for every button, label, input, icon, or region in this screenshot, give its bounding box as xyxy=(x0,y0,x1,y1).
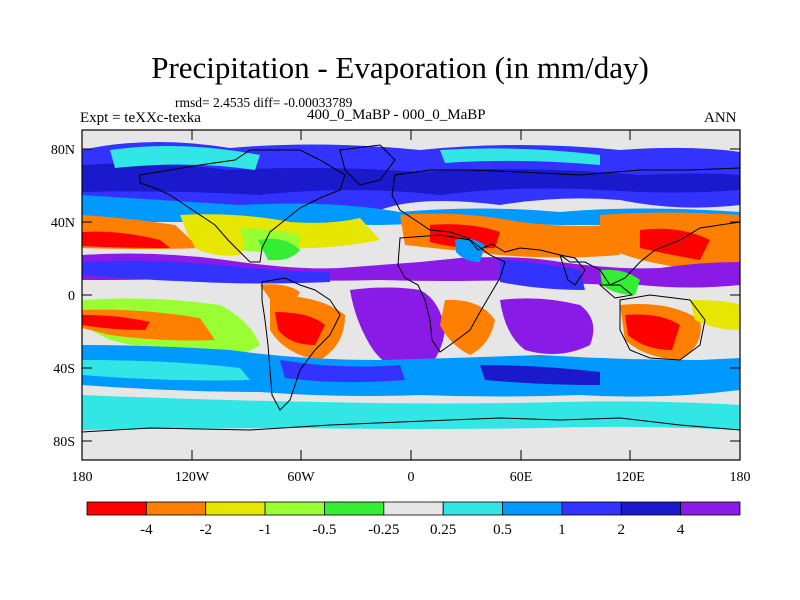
coastlines xyxy=(82,144,740,433)
colorbar-swatch xyxy=(324,501,385,516)
colorbar-label: 0.25 xyxy=(430,522,456,538)
x-ticks xyxy=(81,130,741,460)
x-label-180w: 180 xyxy=(72,470,93,485)
colorbar-swatch xyxy=(264,501,325,516)
colorbar-swatch xyxy=(561,501,622,516)
colorbar-label: -4 xyxy=(140,522,153,538)
y-label-80s: 80S xyxy=(53,435,75,450)
y-label-40n: 40N xyxy=(51,216,75,231)
field-contours xyxy=(82,130,740,460)
colorbar-label: 1 xyxy=(558,522,566,538)
colorbar-label: 2 xyxy=(618,522,626,538)
colorbar-swatch xyxy=(86,501,147,516)
x-label-120e: 120E xyxy=(615,470,645,485)
y-axis-labels: 80N 40N 0 40S 80S xyxy=(51,143,75,450)
colorbar-swatch xyxy=(383,501,444,516)
y-label-80n: 80N xyxy=(51,143,75,158)
colorbar-label: -0.25 xyxy=(368,522,399,538)
colorbar-label: -2 xyxy=(199,522,212,538)
plot-title: Precipitation - Evaporation (in mm/day) xyxy=(151,50,649,85)
y-label-40s: 40S xyxy=(53,362,75,377)
experiment-label: Expt = teXXc-texka xyxy=(80,110,201,126)
colorbar-swatch xyxy=(680,501,741,516)
y-label-0: 0 xyxy=(68,289,75,304)
x-axis-labels: 180 120W 60W 0 60E 120E 180 xyxy=(72,470,751,485)
colorbar-label: 4 xyxy=(677,522,685,538)
x-label-60w: 60W xyxy=(287,470,315,485)
y-ticks xyxy=(82,148,740,442)
period-label: 400_0_MaBP - 000_0_MaBP xyxy=(307,107,486,123)
colorbar-swatch xyxy=(620,501,682,516)
colorbar xyxy=(86,501,741,516)
season-label: ANN xyxy=(704,110,737,126)
colorbar-labels: -4 -2 -1 -0.5 -0.25 0.25 0.5 1 2 4 xyxy=(140,522,685,538)
x-label-180e: 180 xyxy=(730,470,751,485)
colorbar-swatch xyxy=(442,501,503,516)
colorbar-label: 0.5 xyxy=(493,522,512,538)
stats-text: rmsd= 2.4535 diff= -0.00033789 xyxy=(175,95,353,110)
x-label-120w: 120W xyxy=(175,470,210,485)
x-label-60e: 60E xyxy=(510,470,533,485)
colorbar-swatch xyxy=(502,501,563,516)
colorbar-swatch xyxy=(145,501,207,516)
colorbar-label: -0.5 xyxy=(313,522,337,538)
colorbar-label: -1 xyxy=(259,522,272,538)
x-label-0: 0 xyxy=(408,470,415,485)
colorbar-swatch xyxy=(205,501,266,516)
